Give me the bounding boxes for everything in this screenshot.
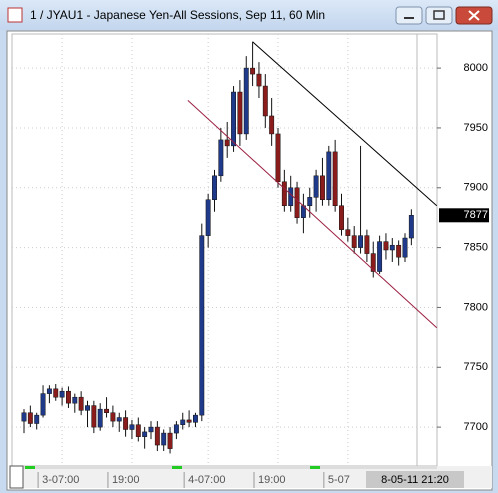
- candle-body: [243, 67, 249, 135]
- candle-body: [262, 85, 268, 117]
- candle-body: [27, 412, 33, 424]
- candle-body: [116, 417, 122, 422]
- candle-body: [78, 396, 84, 411]
- candle-body: [193, 414, 198, 423]
- candle-body: [320, 175, 325, 200]
- candle-body: [212, 175, 217, 200]
- candle-body: [91, 405, 97, 428]
- last-price-box: [439, 208, 489, 223]
- candle-body: [288, 187, 294, 206]
- cursor-label: 8-05-11 21:20: [381, 474, 449, 486]
- y-tick-label: 8000: [464, 62, 488, 74]
- session-marker: [172, 466, 182, 469]
- y-tick-label: 7800: [464, 301, 488, 313]
- y-tick-label: 7700: [464, 421, 488, 433]
- candle-body: [224, 139, 230, 147]
- x-tick-label: 19:00: [258, 474, 286, 486]
- scroll-box[interactable]: [9, 465, 24, 489]
- candle-body: [186, 419, 192, 423]
- candle-body: [237, 91, 243, 135]
- candle-body: [332, 151, 338, 206]
- y-tick-label: 7750: [464, 361, 488, 373]
- close-icon: [468, 10, 480, 21]
- candle-body: [326, 151, 332, 200]
- candle-body: [21, 412, 27, 422]
- candle-body: [59, 390, 65, 398]
- candle-body: [205, 199, 211, 236]
- y-tick-label: 7850: [464, 242, 488, 254]
- candle-body: [402, 237, 408, 258]
- session-bar: [12, 466, 437, 469]
- cursor-label-box: [366, 471, 464, 488]
- candle-body: [173, 424, 179, 434]
- candle-body: [34, 414, 40, 424]
- candle-body: [129, 424, 135, 430]
- candle-body: [408, 215, 414, 239]
- trendline: [187, 100, 438, 329]
- candle-body: [389, 244, 395, 251]
- candle-body: [231, 91, 237, 147]
- maximize-button[interactable]: [425, 6, 453, 25]
- candle-body: [53, 388, 59, 398]
- candle-body: [40, 393, 46, 416]
- candle-body: [85, 405, 90, 411]
- candle-body: [281, 181, 287, 206]
- candle-body: [313, 175, 319, 198]
- candle-body: [142, 431, 148, 437]
- candle-body: [154, 426, 160, 446]
- candle-body: [351, 235, 357, 248]
- candle-body: [97, 408, 103, 428]
- candle-body: [148, 426, 154, 433]
- candle-body: [269, 115, 275, 135]
- candle-body: [396, 244, 402, 258]
- candle-body: [383, 241, 389, 251]
- x-tick-label: 5-07: [328, 474, 350, 486]
- candle-body: [339, 205, 344, 230]
- candle-body: [46, 388, 52, 394]
- candle-body: [161, 432, 167, 446]
- candle-body: [66, 390, 71, 404]
- candle-body: [358, 235, 364, 248]
- candle-body: [167, 432, 173, 449]
- app-icon: [7, 7, 23, 23]
- candle-body: [370, 253, 376, 272]
- candle-body: [364, 235, 370, 254]
- window-title: 1 / JYAU1 - Japanese Yen-All Sessions, S…: [30, 8, 325, 22]
- candle-body: [72, 396, 78, 404]
- candle-body: [199, 235, 205, 416]
- x-tick-label: 3-07:00: [42, 474, 79, 486]
- candle-body: [250, 67, 256, 75]
- candle-body: [275, 133, 281, 183]
- candle-body: [135, 424, 141, 437]
- candle-body: [123, 417, 129, 430]
- maximize-icon: [433, 10, 445, 20]
- candle-body: [104, 408, 109, 413]
- y-tick-label: 7900: [464, 182, 488, 194]
- y-tick-label: 7950: [464, 122, 488, 134]
- candle-body: [307, 197, 313, 206]
- candle-body: [110, 412, 116, 422]
- x-tick-label: 19:00: [112, 474, 140, 486]
- minimize-button[interactable]: [395, 6, 423, 25]
- last-price-label: 7877: [464, 209, 488, 221]
- candle-body: [180, 419, 186, 425]
- session-marker: [310, 466, 320, 469]
- candle-body: [345, 229, 351, 236]
- candle-body: [256, 73, 262, 87]
- session-marker: [25, 466, 35, 469]
- candle-body: [294, 187, 300, 218]
- x-tick-label: 4-07:00: [188, 474, 225, 486]
- candle-body: [377, 241, 383, 272]
- candle-body: [218, 139, 224, 177]
- trendline: [252, 41, 438, 207]
